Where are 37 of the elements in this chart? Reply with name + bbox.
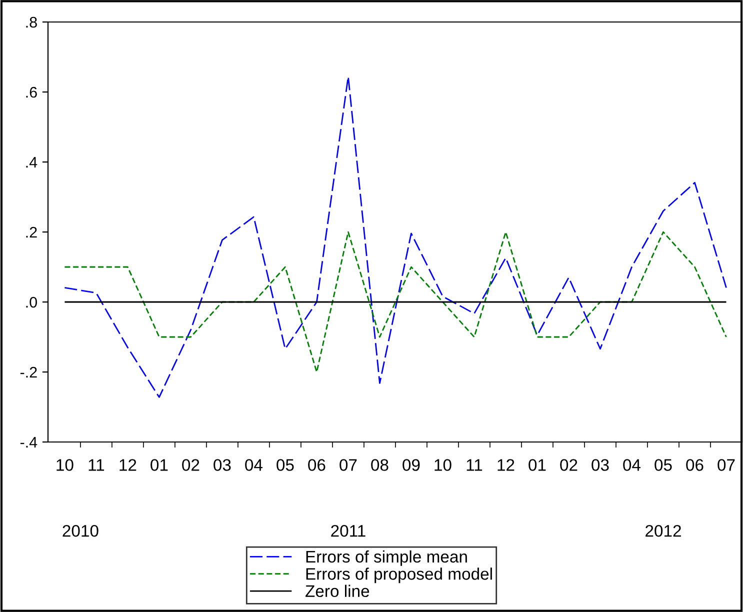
y-tick-label: .0 xyxy=(26,296,37,308)
text: 2012 xyxy=(646,524,681,537)
y-tick-label: -.2 xyxy=(20,366,37,378)
x-tick-label: 02 xyxy=(182,459,200,471)
y-tick-label: -.4 xyxy=(20,437,38,448)
y-tick-label: .2 xyxy=(26,226,37,238)
x-tick-label: 06 xyxy=(308,459,326,471)
x-tick-label: 02 xyxy=(560,459,578,471)
x-tick-label: 11 xyxy=(88,459,104,471)
x-tick-label: 03 xyxy=(214,459,231,471)
y-tick-label: .4 xyxy=(26,157,38,168)
legend-label: Errors of proposed model xyxy=(306,568,492,584)
x-tick-label: 12 xyxy=(120,459,136,471)
x-tick-label: 01 xyxy=(528,459,546,471)
x-tick-label: 07 xyxy=(340,459,357,471)
x-tick-label: 07 xyxy=(718,459,735,471)
x-tick-label: 08 xyxy=(371,459,388,471)
x-tick-label: 01 xyxy=(150,459,168,471)
x-tick-label: 03 xyxy=(592,459,609,471)
x-tick-label: 11 xyxy=(466,459,482,471)
y-tick-label: .6 xyxy=(26,86,37,98)
x-tick-label: 05 xyxy=(276,459,294,471)
text: 2011 xyxy=(331,524,366,537)
x-tick-label: 04 xyxy=(245,459,262,471)
y-tick-label: .8 xyxy=(26,16,37,28)
text: 2010 xyxy=(62,524,98,537)
x-tick-label: 10 xyxy=(434,459,452,471)
x-tick-label: 12 xyxy=(498,459,514,471)
line-series xyxy=(64,76,727,398)
x-tick-label: 04 xyxy=(623,459,641,471)
legend-label: Zero line xyxy=(306,584,370,598)
legend-label: Errors of simple mean xyxy=(306,550,467,566)
x-tick-label: 09 xyxy=(402,459,420,471)
x-tick-label: 06 xyxy=(686,459,704,471)
x-tick-label: 05 xyxy=(654,459,672,471)
x-tick-label: 10 xyxy=(56,459,74,471)
line-series xyxy=(64,231,727,373)
